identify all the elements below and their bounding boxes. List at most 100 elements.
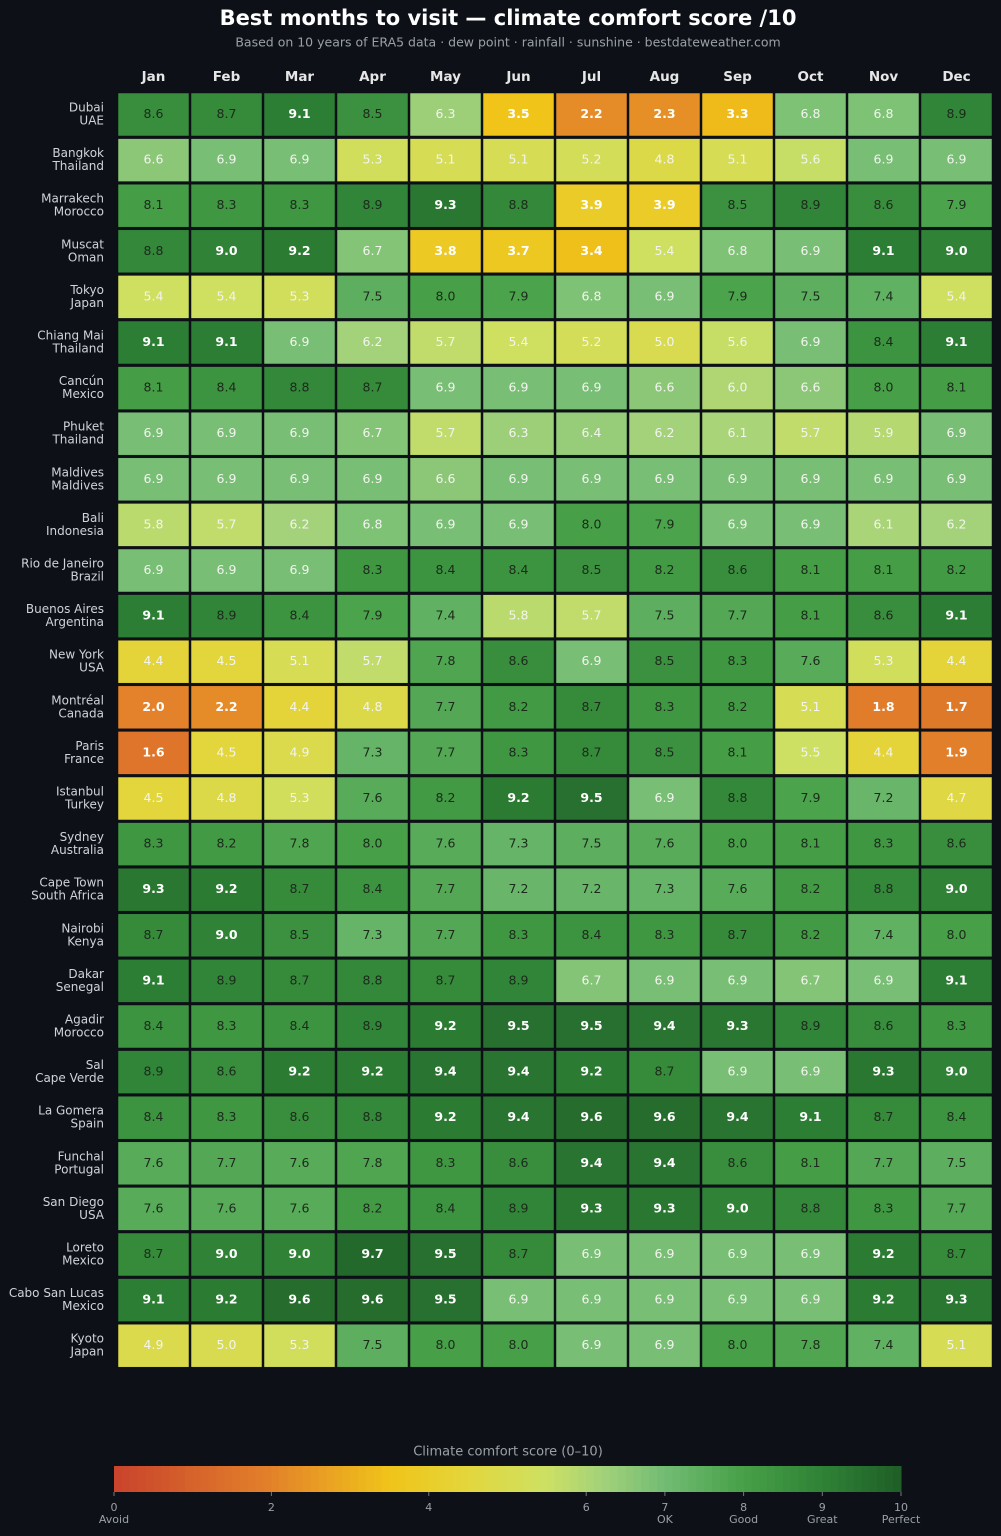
cell xyxy=(920,1095,993,1140)
cell-label: 7.4 xyxy=(874,927,894,942)
cell-label: 8.3 xyxy=(217,197,237,212)
cell xyxy=(409,1004,482,1049)
cell xyxy=(409,1187,482,1231)
column-label: Aug xyxy=(650,69,680,85)
colorbar-step xyxy=(239,1466,249,1492)
cell-label: 8.1 xyxy=(801,608,821,623)
colorbar-step xyxy=(877,1466,886,1492)
cell xyxy=(190,229,263,274)
cell xyxy=(701,731,774,775)
cell-label: 7.9 xyxy=(655,516,675,531)
cell-label: 6.1 xyxy=(874,516,894,531)
row-city: Paris xyxy=(75,739,104,753)
cell xyxy=(701,913,774,958)
cell xyxy=(263,913,336,958)
cell xyxy=(628,1004,701,1049)
cell-label: 8.1 xyxy=(947,380,967,395)
cell xyxy=(920,411,993,456)
cell-label: 7.7 xyxy=(436,927,456,942)
cell-label: 5.7 xyxy=(801,425,821,440)
cell xyxy=(190,913,263,958)
cell xyxy=(701,867,774,912)
cell xyxy=(482,731,555,775)
cell xyxy=(920,822,993,866)
cell xyxy=(482,959,555,1003)
cell-label: 7.9 xyxy=(509,288,529,303)
column-label: Feb xyxy=(213,69,241,85)
colorbar-step xyxy=(350,1466,359,1492)
row-city: Phuket xyxy=(63,420,104,434)
colorbar-step xyxy=(523,1466,532,1492)
cell xyxy=(920,959,993,1003)
row-country: Oman xyxy=(68,250,104,264)
cell xyxy=(847,822,920,866)
cell xyxy=(190,639,263,684)
cell-label: 8.8 xyxy=(509,197,529,212)
cell-label: 4.7 xyxy=(947,790,967,805)
cell-label: 6.8 xyxy=(874,106,894,121)
cell xyxy=(847,320,920,365)
cell xyxy=(263,731,336,775)
cell-label: 8.3 xyxy=(363,562,383,577)
cell-label: 8.3 xyxy=(874,1200,894,1215)
cell-label: 6.8 xyxy=(728,243,748,258)
colorbar-step xyxy=(845,1466,855,1492)
colorbar-step xyxy=(767,1466,776,1492)
colorbar-step xyxy=(570,1466,579,1492)
cell xyxy=(263,822,336,866)
cell-label: 4.8 xyxy=(217,790,237,805)
cell xyxy=(409,229,482,274)
cell xyxy=(409,457,482,502)
cell-label: 9.3 xyxy=(142,881,164,896)
cell-label: 8.3 xyxy=(509,744,529,759)
cell-label: 9.1 xyxy=(945,334,967,349)
cell xyxy=(336,731,409,775)
cell xyxy=(117,1232,190,1277)
colorbar-step xyxy=(318,1466,327,1492)
cell xyxy=(847,1323,920,1368)
colorbar-step xyxy=(664,1466,674,1492)
column-label: May xyxy=(430,69,461,85)
cell xyxy=(482,1004,555,1049)
cell-label: 9.1 xyxy=(142,608,164,623)
cell-label: 8.3 xyxy=(217,1018,237,1033)
cell-label: 5.1 xyxy=(436,152,456,167)
row-city: Muscat xyxy=(61,237,104,251)
cell-label: 5.0 xyxy=(655,334,675,349)
row-country: Morocco xyxy=(54,1026,104,1040)
cell xyxy=(482,867,555,912)
colorbar-step xyxy=(452,1466,461,1492)
cell-label: 6.9 xyxy=(728,972,748,987)
cell xyxy=(847,594,920,638)
colorbar-step xyxy=(531,1466,540,1492)
cell xyxy=(117,822,190,866)
cell-label: 8.0 xyxy=(363,836,383,851)
cell-label: 5.3 xyxy=(363,152,383,167)
cell-label: 9.1 xyxy=(799,1109,821,1124)
cell xyxy=(263,411,336,456)
cell xyxy=(847,959,920,1003)
cell xyxy=(847,548,920,593)
cell-label: 9.2 xyxy=(361,1064,383,1079)
cell xyxy=(263,548,336,593)
colorbar-step xyxy=(436,1466,446,1492)
cell-label: 8.8 xyxy=(363,1109,383,1124)
cell xyxy=(920,913,993,958)
cell xyxy=(628,320,701,365)
cell xyxy=(701,1232,774,1277)
cell-label: 9.0 xyxy=(945,243,967,258)
cell-label: 7.4 xyxy=(874,1337,894,1352)
cell-label: 8.9 xyxy=(217,972,237,987)
cell-label: 9.2 xyxy=(434,1109,456,1124)
cell-label: 8.3 xyxy=(874,836,894,851)
cell-label: 6.4 xyxy=(582,425,602,440)
cell xyxy=(482,1278,555,1322)
cell-label: 6.9 xyxy=(801,334,821,349)
cell-label: 8.1 xyxy=(801,1155,821,1170)
cell xyxy=(774,275,847,319)
row-country: Mexico xyxy=(62,1299,104,1313)
cell xyxy=(774,1004,847,1049)
cell-label: 7.6 xyxy=(728,881,748,896)
cell xyxy=(409,548,482,593)
cell xyxy=(117,913,190,958)
